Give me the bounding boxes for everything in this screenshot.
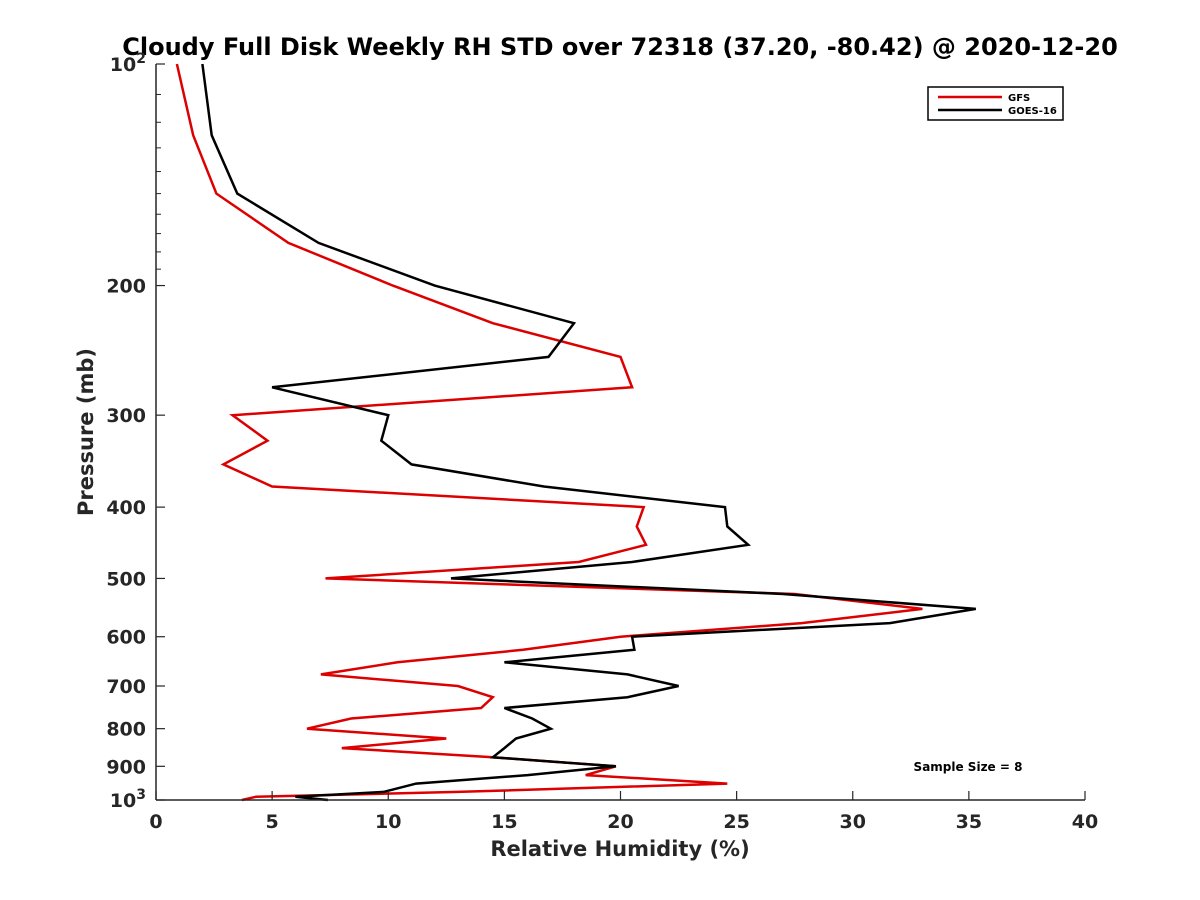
x-tick-label: 5	[266, 811, 279, 833]
x-tick-label: 10	[375, 811, 401, 833]
y-tick-label: 500	[106, 568, 146, 590]
series-line-goes16	[201, 63, 977, 802]
y-axis-label: Pressure (mb)	[74, 348, 98, 516]
x-tick-label: 35	[956, 811, 982, 833]
y-tick-label: 300	[106, 405, 146, 427]
y-tick-label: 700	[106, 676, 146, 698]
series-layer	[175, 63, 977, 802]
y-tick-label: 800	[106, 719, 146, 741]
sample-size-annotation: Sample Size = 8	[914, 760, 1023, 774]
x-tick-label: 30	[840, 811, 866, 833]
legend-box	[927, 86, 1064, 121]
y-tick-label: 103	[110, 787, 146, 812]
y-tick-label: 200	[106, 276, 146, 298]
x-tick-label: 0	[149, 811, 162, 833]
legend-label-gfs: GFS	[1008, 93, 1030, 104]
legend-label-goes16: GOES-16	[1008, 106, 1057, 117]
y-tick-label: 102	[110, 51, 146, 76]
y-tick-label: 600	[106, 627, 146, 649]
x-tick-label: 15	[491, 811, 517, 833]
legend: GFS GOES-16	[927, 86, 1064, 121]
x-tick-label: 20	[607, 811, 633, 833]
x-tick-label: 40	[1072, 811, 1098, 833]
series-line-gfs	[175, 63, 923, 802]
chart-title: Cloudy Full Disk Weekly RH STD over 7231…	[122, 33, 1118, 61]
x-axis-label: Relative Humidity (%)	[490, 837, 749, 861]
y-tick-label: 400	[106, 497, 146, 519]
axes: 0 5 10 15 20 25 30 35 40 102 200 300 400 500 600 700 800…	[106, 51, 1098, 833]
y-tick-label: 900	[106, 756, 146, 778]
x-tick-label: 25	[723, 811, 749, 833]
